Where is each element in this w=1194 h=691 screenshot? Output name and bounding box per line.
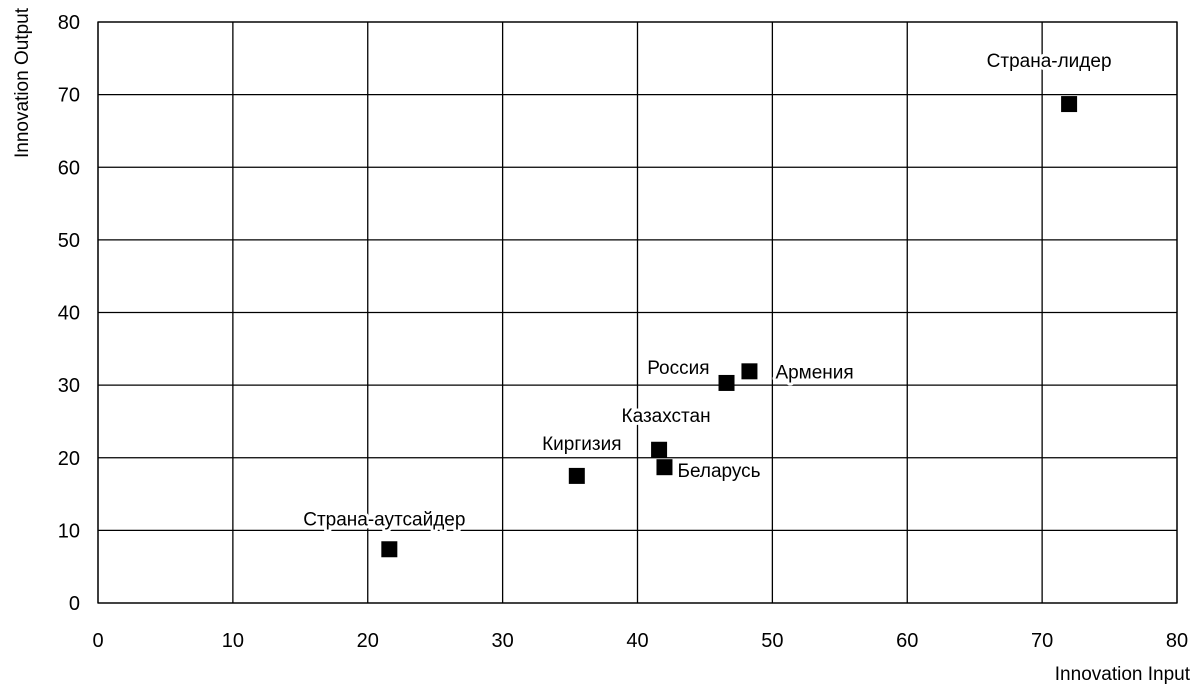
point-labels: Страна-лидер Армения Россия Казахстан Белару… — [300, 48, 1114, 533]
y-tick-label: 0 — [69, 593, 80, 615]
data-point-marker — [568, 467, 585, 484]
grid — [97, 21, 1178, 604]
x-tick-label: 60 — [896, 630, 918, 652]
y-tick-label: 30 — [58, 375, 80, 397]
x-tick-label: 50 — [761, 630, 783, 652]
y-tick-label: 60 — [58, 157, 80, 179]
point-label: Страна-лидер — [987, 51, 1112, 72]
y-tick-label: 10 — [58, 520, 80, 542]
data-point-marker — [651, 441, 668, 458]
data-point-marker — [1061, 96, 1078, 113]
point-label: Киргизия — [542, 434, 621, 455]
x-axis-title: Innovation Input — [1055, 664, 1191, 685]
data-point-marker — [381, 541, 398, 558]
y-tick-label: 70 — [58, 85, 80, 107]
x-tick-label: 20 — [357, 630, 379, 652]
x-tick-label: 40 — [626, 630, 648, 652]
x-tick-label: 0 — [92, 630, 103, 652]
data-point-marker — [718, 374, 735, 391]
y-tick-label: 80 — [58, 12, 80, 34]
point-label: Страна-аутсайдер — [303, 509, 465, 530]
x-tick-label: 10 — [222, 630, 244, 652]
data-point-marker — [741, 363, 758, 380]
x-tick-label: 30 — [492, 630, 514, 652]
x-tick-label: 80 — [1166, 630, 1188, 652]
point-label: Россия — [647, 358, 709, 379]
data-points — [381, 96, 1078, 558]
y-tick-label: 40 — [58, 303, 80, 325]
y-axis-title: Innovation Output — [12, 7, 33, 158]
tick-labels: 0 10 20 30 40 50 60 70 80 0 10 20 30 40 50 60 70 80 — [58, 12, 1188, 652]
x-tick-label: 70 — [1031, 630, 1053, 652]
y-tick-label: 20 — [58, 448, 80, 470]
point-label: Казахстан — [622, 406, 711, 427]
point-label: Армения — [775, 362, 853, 383]
y-tick-label: 50 — [58, 230, 80, 252]
data-point-marker — [656, 459, 673, 476]
point-label: Беларусь — [677, 461, 760, 482]
